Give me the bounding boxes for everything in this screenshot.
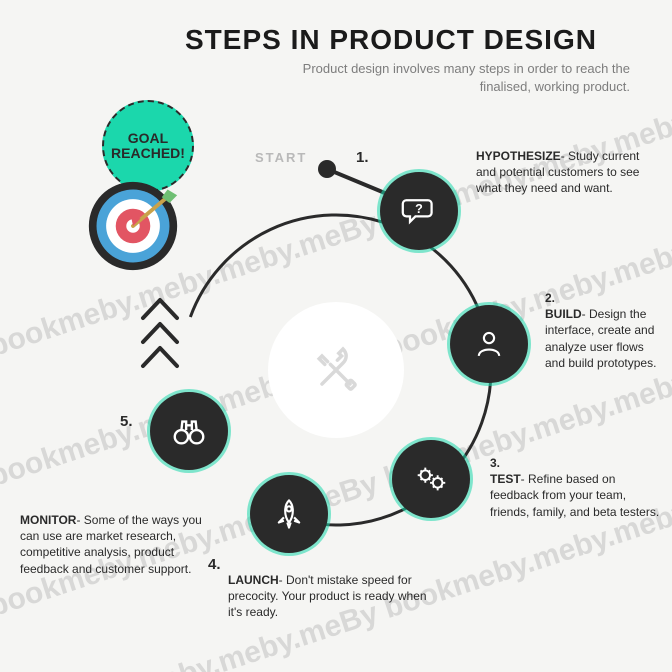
center-circle [268,302,404,438]
svg-text:?: ? [415,202,423,216]
step-1-text: HYPOTHESIZE- Study current and potential… [476,148,654,197]
step-2-text: 2. BUILD- Design the interface, create a… [545,290,663,371]
step-node-test [392,440,470,518]
tools-icon [301,335,371,405]
step-5-text: MONITOR- Some of the ways you can use ar… [20,512,215,577]
step-node-launch [250,475,328,553]
rocket-icon [272,497,306,531]
step-node-monitor [150,392,228,470]
gears-icon [412,460,450,498]
step-node-hypothesize: ? [380,172,458,250]
step-1-number: 1. [356,148,369,168]
step-4-text: LAUNCH- Don't mistake speed for precocit… [228,572,433,621]
step-3-text: 3. TEST- Refine based on feedback from y… [490,455,660,520]
binoculars-icon [170,412,208,450]
speech-question-icon: ? [401,193,437,229]
chevron-up-icon [135,290,185,380]
person-icon [472,327,506,361]
step-5-number: 5. [120,412,133,432]
step-node-build [450,305,528,383]
